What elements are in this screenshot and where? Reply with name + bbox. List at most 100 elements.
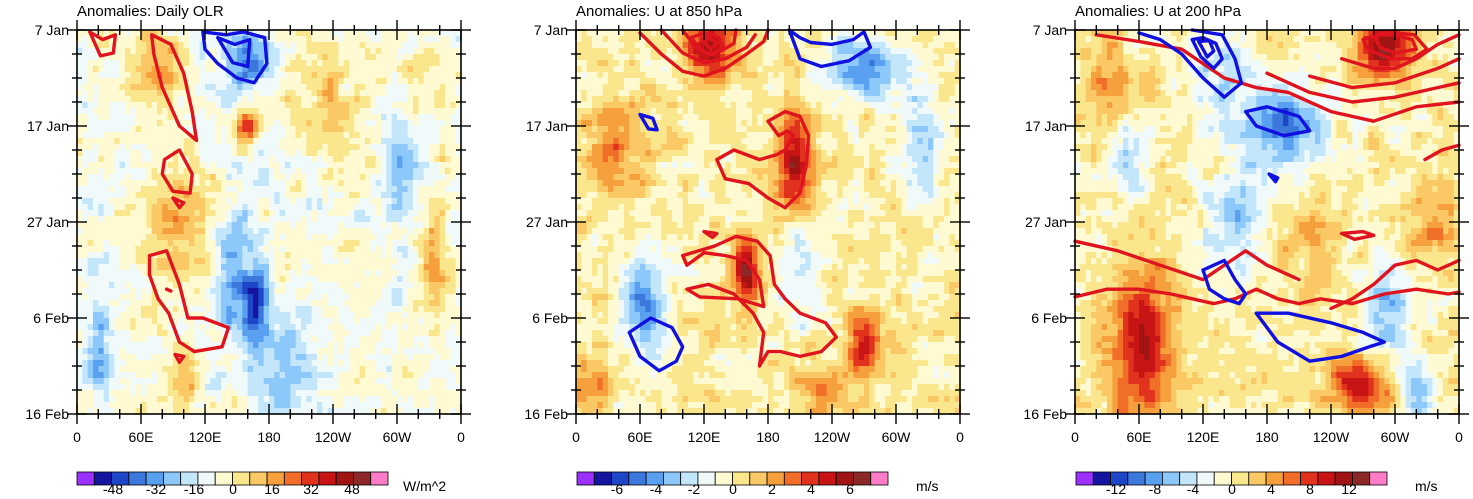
heatmap-cell — [338, 390, 345, 397]
heatmap-cell — [194, 180, 201, 187]
heatmap-cell — [263, 264, 270, 271]
heatmap-cell — [349, 258, 355, 265]
heatmap-cell — [885, 36, 892, 43]
heatmap-cell — [242, 294, 249, 301]
heatmap-cell — [338, 144, 345, 151]
heatmap-cell — [285, 222, 291, 229]
heatmap-cell — [365, 234, 371, 241]
heatmap-cell — [317, 354, 323, 361]
heatmap-cell — [125, 318, 131, 325]
heatmap-cell — [173, 108, 179, 115]
heatmap-cell — [402, 156, 409, 163]
heatmap-cell — [407, 66, 414, 73]
heatmap-cell — [162, 84, 169, 91]
heatmap-cell — [194, 252, 201, 259]
heatmap-cell — [119, 96, 126, 103]
heatmap-cell — [189, 372, 195, 379]
heatmap-cell — [381, 240, 387, 247]
heatmap-cell — [125, 162, 131, 169]
heatmap-cell — [189, 282, 195, 289]
heatmap-cell — [173, 192, 179, 199]
heatmap-cell — [450, 234, 457, 241]
heatmap-cell — [77, 138, 83, 145]
heatmap-cell — [434, 288, 441, 295]
heatmap-cell — [301, 138, 307, 145]
heatmap-cell — [135, 72, 142, 79]
heatmap-cell — [450, 132, 457, 139]
heatmap-cell — [87, 48, 94, 55]
heatmap-cell — [199, 102, 206, 109]
heatmap-cell — [290, 204, 297, 211]
heatmap-cell — [450, 42, 457, 49]
heatmap-cell — [586, 30, 593, 37]
heatmap-cell — [146, 54, 153, 61]
heatmap-cell — [445, 180, 451, 187]
heatmap-cell — [338, 378, 345, 385]
heatmap-cell — [103, 372, 110, 379]
heatmap-cell — [306, 186, 313, 193]
heatmap-cell — [130, 84, 137, 91]
heatmap-cell — [274, 90, 281, 97]
heatmap-cell — [327, 30, 334, 37]
heatmap-cell — [285, 366, 291, 373]
heatmap-cell — [365, 360, 371, 367]
heatmap-cell — [125, 360, 131, 367]
heatmap-cell — [258, 138, 265, 145]
heatmap-cell — [130, 288, 137, 295]
heatmap-cell — [386, 384, 393, 391]
heatmap-cell — [263, 390, 270, 397]
heatmap-cell — [135, 114, 142, 121]
heatmap-cell — [455, 222, 462, 229]
heatmap-cell — [439, 132, 446, 139]
heatmap-cell — [167, 150, 174, 157]
heatmap-cell — [269, 138, 275, 145]
heatmap-cell — [194, 318, 201, 325]
heatmap-cell — [322, 276, 329, 283]
heatmap-cell — [327, 258, 334, 265]
heatmap-cell — [87, 396, 94, 403]
heatmap-cell — [263, 204, 270, 211]
heatmap-cell — [189, 156, 195, 163]
heatmap-cell — [365, 402, 371, 409]
heatmap-cell — [359, 96, 366, 103]
heatmap-cell — [141, 240, 147, 247]
heatmap-cell — [274, 258, 281, 265]
heatmap-cell — [450, 324, 457, 331]
heatmap-cell — [370, 60, 377, 67]
heatmap-cell — [167, 330, 174, 337]
heatmap-cell — [109, 330, 115, 337]
heatmap-cell — [381, 234, 387, 241]
heatmap-cell — [439, 198, 446, 205]
heatmap-cell — [450, 330, 457, 337]
heatmap-cell — [205, 288, 211, 295]
heatmap-cell — [146, 366, 153, 373]
heatmap-cell — [439, 318, 446, 325]
heatmap-cell — [381, 84, 387, 91]
heatmap-cell — [93, 228, 99, 235]
heatmap-cell — [146, 30, 153, 37]
heatmap-cell — [429, 372, 435, 379]
heatmap-cell — [221, 234, 227, 241]
heatmap-cell — [119, 54, 126, 61]
heatmap-cell — [247, 234, 254, 241]
heatmap-cell — [370, 96, 377, 103]
heatmap-cell — [210, 312, 217, 319]
heatmap-cell — [167, 90, 174, 97]
heatmap-cell — [189, 30, 195, 37]
heatmap-cell — [445, 54, 451, 61]
heatmap-cell — [439, 102, 446, 109]
heatmap-cell — [151, 174, 158, 181]
heatmap-cell — [151, 216, 158, 223]
heatmap-cell — [434, 198, 441, 205]
heatmap-cell — [98, 72, 105, 79]
heatmap-cell — [445, 216, 451, 223]
heatmap-cell — [402, 252, 409, 259]
heatmap-cell — [327, 234, 334, 241]
heatmap-cell — [450, 294, 457, 301]
heatmap-cell — [247, 240, 254, 247]
heatmap-cell — [109, 174, 115, 181]
heatmap-cell — [279, 60, 286, 67]
heatmap-cell — [210, 366, 217, 373]
heatmap-cell — [119, 156, 126, 163]
heatmap-cell — [338, 36, 345, 43]
